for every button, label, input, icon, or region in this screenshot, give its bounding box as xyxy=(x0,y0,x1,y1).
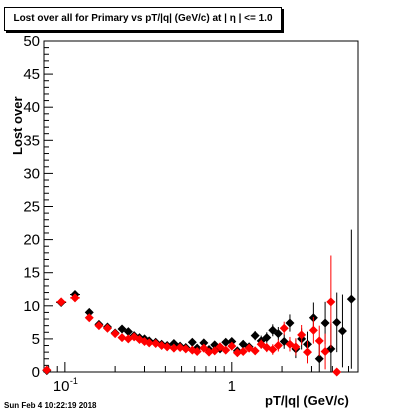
data-point xyxy=(56,297,66,307)
y-tick-label: 20 xyxy=(23,232,40,249)
data-point xyxy=(250,331,260,341)
data-point xyxy=(250,346,260,356)
y-tick-label: 40 xyxy=(23,99,40,116)
data-point xyxy=(215,342,225,352)
data-point xyxy=(70,293,80,303)
data-point xyxy=(238,346,248,356)
x-tick-label: 1 xyxy=(228,378,236,395)
data-point xyxy=(227,341,237,351)
y-tick-label: 15 xyxy=(23,265,40,282)
data-point xyxy=(332,317,342,327)
chart-title: Lost over all for Primary vs pT/|q| (GeV… xyxy=(4,7,282,31)
data-point xyxy=(181,344,191,354)
data-point xyxy=(169,343,179,353)
x-tick-label-exponent: -1 xyxy=(70,376,78,386)
y-tick-label: 10 xyxy=(23,298,40,315)
data-point xyxy=(291,342,301,352)
y-tick-label: 25 xyxy=(23,199,40,216)
data-point xyxy=(285,318,295,328)
data-point xyxy=(192,346,202,356)
y-tick-label: 0 xyxy=(32,364,40,381)
data-point xyxy=(94,321,104,331)
data-point xyxy=(273,329,283,339)
data-point xyxy=(262,333,272,343)
data-point xyxy=(123,327,133,337)
data-point xyxy=(117,333,127,343)
data-point xyxy=(84,307,94,317)
data-point xyxy=(227,337,237,347)
data-point xyxy=(308,325,318,335)
timestamp: Sun Feb 4 10:22:19 2018 xyxy=(4,401,97,410)
x-axis-label: pT/|q| (GeV/c) xyxy=(265,393,349,408)
data-point xyxy=(268,344,278,354)
data-point xyxy=(346,294,356,304)
data-point xyxy=(210,346,220,356)
data-point xyxy=(144,338,154,348)
data-point xyxy=(221,345,231,355)
data-point xyxy=(302,347,312,357)
data-point xyxy=(273,341,283,351)
y-tick-label: 30 xyxy=(23,165,40,182)
data-point xyxy=(314,354,324,364)
data-point xyxy=(314,336,324,346)
data-points xyxy=(42,229,356,377)
y-tick-label: 5 xyxy=(32,331,40,348)
data-point xyxy=(320,346,330,356)
data-point xyxy=(42,365,52,375)
y-axis-label: Lost over all (%) xyxy=(10,95,25,155)
data-point xyxy=(110,329,120,339)
y-tick-label: 35 xyxy=(23,132,40,149)
data-point xyxy=(332,367,342,377)
data-point xyxy=(84,313,94,323)
y-tick-label: 45 xyxy=(23,66,40,83)
data-point xyxy=(326,297,336,307)
data-point xyxy=(297,330,307,340)
x-tick-label: 10 xyxy=(53,378,70,395)
data-point xyxy=(199,343,209,353)
data-point xyxy=(199,338,209,348)
data-point xyxy=(320,318,330,328)
data-point xyxy=(162,342,172,352)
data-point xyxy=(337,326,347,336)
data-point xyxy=(187,337,197,347)
plot-frame xyxy=(43,40,359,373)
y-axis-label-wrapper: Lost over all (%) xyxy=(10,95,25,155)
data-point xyxy=(221,337,231,347)
y-tick-label: 50 xyxy=(23,33,40,50)
data-point xyxy=(102,323,112,333)
data-point xyxy=(279,323,289,333)
